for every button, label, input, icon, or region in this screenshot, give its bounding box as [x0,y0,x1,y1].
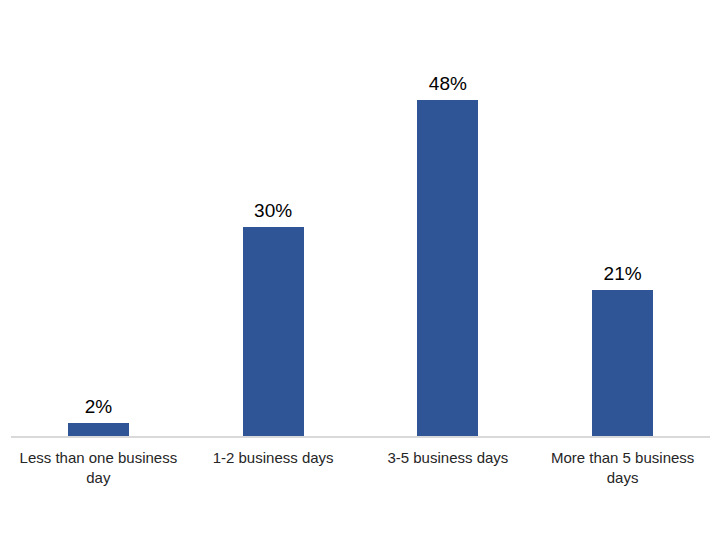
data-label: 21% [604,263,642,285]
data-label: 48% [429,73,467,95]
x-axis-category-labels: Less than one business day1-2 business d… [11,448,710,488]
data-label: 30% [254,200,292,222]
bar [592,290,653,437]
bar-group: 2% [11,16,186,437]
category-label: 3-5 business days [361,448,536,488]
category-label: More than 5 business days [535,448,710,488]
category-label: Less than one business day [11,448,186,488]
bar [243,227,304,438]
bar [417,100,478,437]
data-label: 2% [85,396,112,418]
plot-area: 2% 30% 48% 21% [11,16,710,437]
bar-group: 30% [186,16,361,437]
bar-chart: 2% 30% 48% 21% Less than one business day1-… [0,0,720,540]
bar-group: 48% [361,16,536,437]
category-label: 1-2 business days [186,448,361,488]
bar-group: 21% [535,16,710,437]
x-axis-line [11,436,710,438]
bar [68,423,129,437]
